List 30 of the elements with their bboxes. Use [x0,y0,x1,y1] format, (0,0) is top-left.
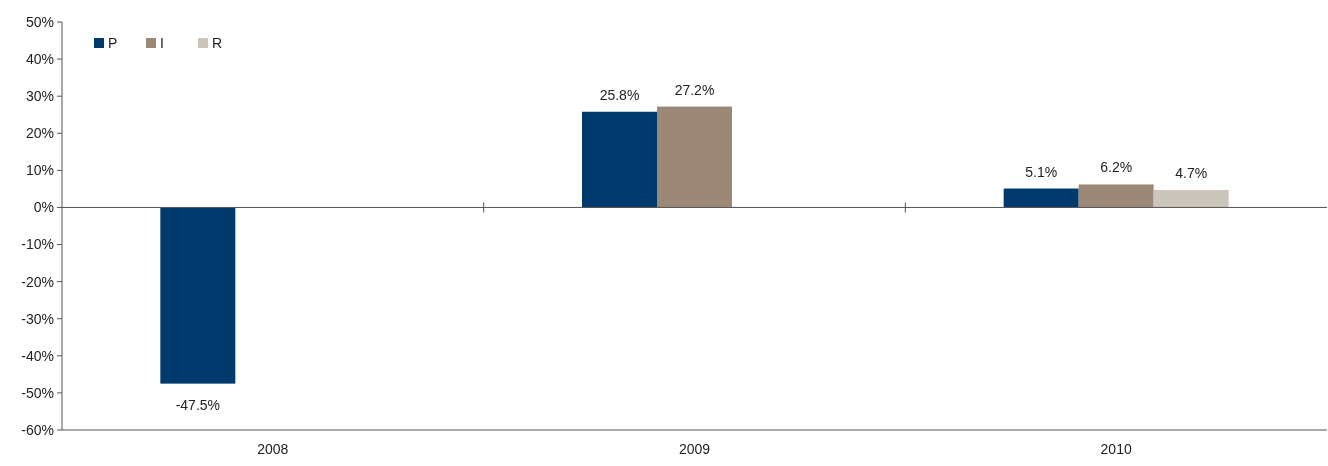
y-tick-label: 0% [33,199,54,216]
x-tick-label: 2010 [1100,441,1132,457]
text: 25.8% [599,86,640,103]
y-tick-label: 10% [25,162,54,179]
bar [1003,188,1079,208]
y-tick-label: 50% [25,13,54,30]
y-tick-label: 20% [25,125,54,142]
y-tick-label: -40% [21,347,54,364]
y-tick-label: -10% [21,236,54,253]
text: 5.1% [1025,163,1058,180]
bar [582,111,657,208]
y-tick-label: 40% [25,50,54,67]
text: -47.5% [175,396,221,413]
legend-label: P [108,35,118,51]
x-tick-label: 2008 [257,441,289,457]
bar [1153,190,1229,208]
legend-label: R [212,35,223,51]
y-tick-label: -20% [21,273,54,290]
x-tick-label: 2009 [678,441,711,457]
legend-label: I [160,35,164,51]
text: 27.2% [674,81,715,98]
y-tick-label: -60% [21,421,54,438]
text: 4.7% [1175,165,1208,182]
bar [160,207,236,384]
bar [1078,184,1154,208]
y-tick-label: -50% [21,384,54,401]
bar [657,106,732,208]
y-tick-label: 30% [25,88,54,105]
y-tick-label: -30% [21,310,54,327]
text: 6.2% [1100,159,1133,176]
